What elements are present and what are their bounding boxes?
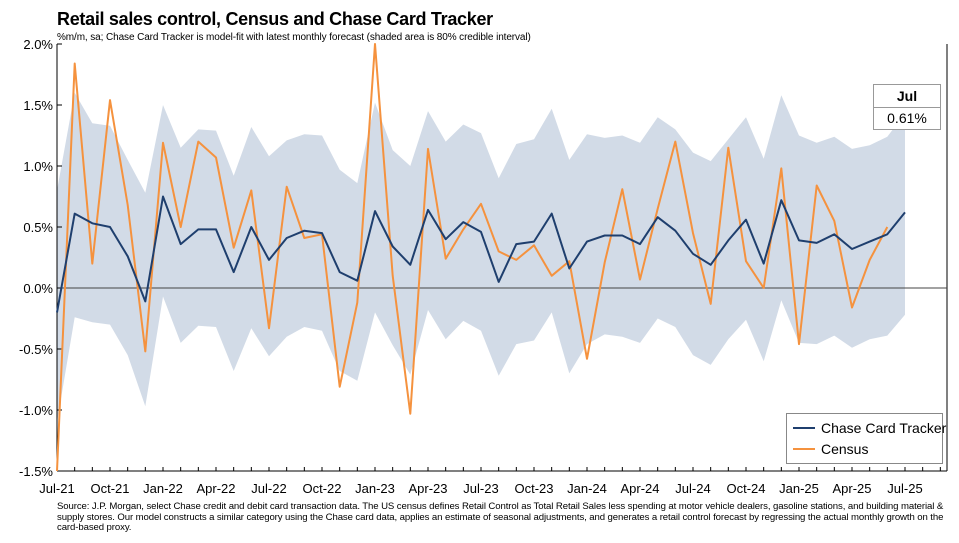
x-tick-label: Oct-21 bbox=[90, 481, 129, 496]
legend-swatch-tracker bbox=[793, 427, 815, 430]
legend-label-tracker: Chase Card Tracker bbox=[821, 420, 947, 436]
x-tick-label: Jan-23 bbox=[355, 481, 395, 496]
x-tick-label: Jan-22 bbox=[143, 481, 183, 496]
y-tick-label: 1.0% bbox=[23, 159, 53, 174]
chart-title: Retail sales control, Census and Chase C… bbox=[57, 9, 493, 29]
x-tick-label: Jul-25 bbox=[887, 481, 922, 496]
x-tick-label: Jul-24 bbox=[675, 481, 710, 496]
chart-subtitle: %m/m, sa; Chase Card Tracker is model-fi… bbox=[57, 32, 531, 43]
x-tick-label: Oct-24 bbox=[726, 481, 765, 496]
x-tick-label: Apr-23 bbox=[408, 481, 447, 496]
legend-entry-tracker: Chase Card Tracker bbox=[793, 418, 946, 438]
x-tick-label: Jul-21 bbox=[39, 481, 74, 496]
x-tick-label: Apr-24 bbox=[620, 481, 659, 496]
source-note: Source: J.P. Morgan, select Chase credit… bbox=[57, 501, 944, 533]
x-tick-label: Jul-22 bbox=[251, 481, 286, 496]
y-tick-label: 0.5% bbox=[23, 220, 53, 235]
legend-swatch-census bbox=[793, 448, 815, 451]
x-tick-label: Oct-22 bbox=[302, 481, 341, 496]
legend-label-census: Census bbox=[821, 441, 869, 457]
census-line bbox=[56, 43, 889, 472]
y-tick-label: 2.0% bbox=[23, 37, 53, 52]
y-tick-label: 0.0% bbox=[23, 281, 53, 296]
chart-legend: Chase Card Tracker Census bbox=[786, 413, 946, 464]
x-tick-label: Jul-23 bbox=[463, 481, 498, 496]
latest-forecast-callout: Jul 0.61% bbox=[873, 84, 941, 130]
x-tick-label: Jan-24 bbox=[567, 481, 607, 496]
x-tick-label: Jan-25 bbox=[779, 481, 819, 496]
x-tick-label: Apr-25 bbox=[832, 481, 871, 496]
y-tick-label: 1.5% bbox=[23, 98, 53, 113]
callout-value: 0.61% bbox=[887, 110, 927, 126]
x-tick-label: Apr-22 bbox=[196, 481, 235, 496]
credible-interval-band bbox=[57, 92, 905, 423]
legend-entry-census: Census bbox=[793, 439, 868, 459]
callout-month: Jul bbox=[874, 85, 940, 108]
y-tick-label: -1.5% bbox=[19, 464, 53, 479]
x-tick-label: Oct-23 bbox=[514, 481, 553, 496]
y-tick-label: -0.5% bbox=[19, 342, 53, 357]
chase-card-tracker-line bbox=[56, 195, 906, 313]
line-chart: 2.0% 1.5% 1.0% 0.5% 0.0% -0.5% -1.0% -1.5% Jul-2… bbox=[19, 37, 948, 496]
y-tick-label: -1.0% bbox=[19, 403, 53, 418]
